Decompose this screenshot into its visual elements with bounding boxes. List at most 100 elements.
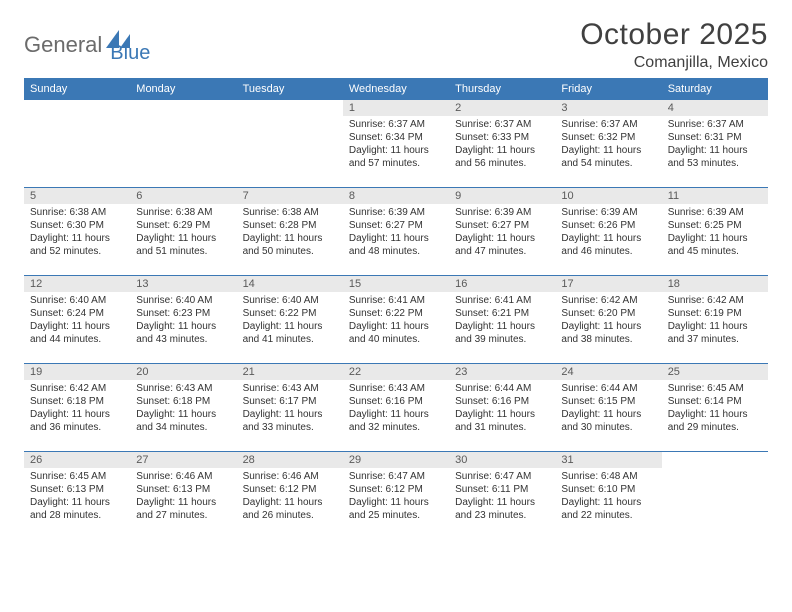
calendar-day-cell: 28Sunrise: 6:46 AMSunset: 6:12 PMDayligh…: [237, 451, 343, 539]
daylight-text: Daylight: 11 hours and 32 minutes.: [349, 408, 443, 434]
day-details: Sunrise: 6:38 AMSunset: 6:28 PMDaylight:…: [237, 204, 343, 262]
calendar-day-cell: 23Sunrise: 6:44 AMSunset: 6:16 PMDayligh…: [449, 363, 555, 451]
title-block: October 2025 Comanjilla, Mexico: [580, 18, 768, 72]
day-details: Sunrise: 6:38 AMSunset: 6:29 PMDaylight:…: [130, 204, 236, 262]
calendar-day-cell: 27Sunrise: 6:46 AMSunset: 6:13 PMDayligh…: [130, 451, 236, 539]
calendar-day-cell: 20Sunrise: 6:43 AMSunset: 6:18 PMDayligh…: [130, 363, 236, 451]
sunset-text: Sunset: 6:17 PM: [243, 395, 337, 408]
weekday-header: Sunday: [24, 79, 130, 99]
sunset-text: Sunset: 6:28 PM: [243, 219, 337, 232]
sunset-text: Sunset: 6:16 PM: [349, 395, 443, 408]
calendar-day-cell: 19Sunrise: 6:42 AMSunset: 6:18 PMDayligh…: [24, 363, 130, 451]
sunset-text: Sunset: 6:33 PM: [455, 131, 549, 144]
sunset-text: Sunset: 6:22 PM: [349, 307, 443, 320]
day-number: 24: [555, 364, 661, 380]
sunrise-text: Sunrise: 6:42 AM: [561, 294, 655, 307]
day-number: 21: [237, 364, 343, 380]
daylight-text: Daylight: 11 hours and 45 minutes.: [668, 232, 762, 258]
day-number: [237, 100, 343, 116]
sunrise-text: Sunrise: 6:37 AM: [561, 118, 655, 131]
sunset-text: Sunset: 6:10 PM: [561, 483, 655, 496]
calendar-day-cell: 9Sunrise: 6:39 AMSunset: 6:27 PMDaylight…: [449, 187, 555, 275]
calendar-week-row: 26Sunrise: 6:45 AMSunset: 6:13 PMDayligh…: [24, 451, 768, 539]
day-details: [130, 116, 236, 122]
daylight-text: Daylight: 11 hours and 50 minutes.: [243, 232, 337, 258]
sunrise-text: Sunrise: 6:42 AM: [30, 382, 124, 395]
day-details: [237, 116, 343, 122]
daylight-text: Daylight: 11 hours and 29 minutes.: [668, 408, 762, 434]
day-number: 20: [130, 364, 236, 380]
day-number: 12: [24, 276, 130, 292]
calendar-body: 1Sunrise: 6:37 AMSunset: 6:34 PMDaylight…: [24, 99, 768, 539]
sunset-text: Sunset: 6:29 PM: [136, 219, 230, 232]
day-details: Sunrise: 6:46 AMSunset: 6:12 PMDaylight:…: [237, 468, 343, 526]
calendar-table: Sunday Monday Tuesday Wednesday Thursday…: [24, 78, 768, 539]
sunrise-text: Sunrise: 6:40 AM: [243, 294, 337, 307]
day-details: Sunrise: 6:41 AMSunset: 6:22 PMDaylight:…: [343, 292, 449, 350]
day-details: Sunrise: 6:37 AMSunset: 6:33 PMDaylight:…: [449, 116, 555, 174]
day-number: 6: [130, 188, 236, 204]
day-details: Sunrise: 6:38 AMSunset: 6:30 PMDaylight:…: [24, 204, 130, 262]
calendar-day-cell: [130, 99, 236, 187]
sunrise-text: Sunrise: 6:46 AM: [136, 470, 230, 483]
sunrise-text: Sunrise: 6:39 AM: [668, 206, 762, 219]
day-details: [24, 116, 130, 122]
daylight-text: Daylight: 11 hours and 38 minutes.: [561, 320, 655, 346]
weekday-header: Saturday: [662, 79, 768, 99]
day-number: 25: [662, 364, 768, 380]
day-details: Sunrise: 6:45 AMSunset: 6:13 PMDaylight:…: [24, 468, 130, 526]
brand-logo: General Blue: [24, 18, 150, 65]
sunset-text: Sunset: 6:13 PM: [136, 483, 230, 496]
day-number: 3: [555, 100, 661, 116]
day-number: 7: [237, 188, 343, 204]
daylight-text: Daylight: 11 hours and 34 minutes.: [136, 408, 230, 434]
sunset-text: Sunset: 6:24 PM: [30, 307, 124, 320]
sunrise-text: Sunrise: 6:39 AM: [349, 206, 443, 219]
day-number: 14: [237, 276, 343, 292]
day-details: Sunrise: 6:43 AMSunset: 6:17 PMDaylight:…: [237, 380, 343, 438]
sunrise-text: Sunrise: 6:38 AM: [243, 206, 337, 219]
day-number: 19: [24, 364, 130, 380]
sunrise-text: Sunrise: 6:37 AM: [668, 118, 762, 131]
sunset-text: Sunset: 6:27 PM: [455, 219, 549, 232]
calendar-week-row: 19Sunrise: 6:42 AMSunset: 6:18 PMDayligh…: [24, 363, 768, 451]
day-number: 9: [449, 188, 555, 204]
page-header: General Blue October 2025 Comanjilla, Me…: [24, 18, 768, 72]
day-number: 18: [662, 276, 768, 292]
sunset-text: Sunset: 6:34 PM: [349, 131, 443, 144]
weekday-header: Friday: [555, 79, 661, 99]
sunset-text: Sunset: 6:22 PM: [243, 307, 337, 320]
day-details: Sunrise: 6:46 AMSunset: 6:13 PMDaylight:…: [130, 468, 236, 526]
calendar-day-cell: 4Sunrise: 6:37 AMSunset: 6:31 PMDaylight…: [662, 99, 768, 187]
calendar-day-cell: [662, 451, 768, 539]
day-details: Sunrise: 6:39 AMSunset: 6:25 PMDaylight:…: [662, 204, 768, 262]
sunset-text: Sunset: 6:27 PM: [349, 219, 443, 232]
daylight-text: Daylight: 11 hours and 31 minutes.: [455, 408, 549, 434]
weekday-header: Tuesday: [237, 79, 343, 99]
day-number: 27: [130, 452, 236, 468]
sunrise-text: Sunrise: 6:38 AM: [136, 206, 230, 219]
day-number: 26: [24, 452, 130, 468]
day-details: Sunrise: 6:44 AMSunset: 6:16 PMDaylight:…: [449, 380, 555, 438]
day-details: [662, 468, 768, 474]
day-details: Sunrise: 6:39 AMSunset: 6:26 PMDaylight:…: [555, 204, 661, 262]
sunrise-text: Sunrise: 6:44 AM: [561, 382, 655, 395]
sunset-text: Sunset: 6:16 PM: [455, 395, 549, 408]
sunrise-text: Sunrise: 6:45 AM: [30, 470, 124, 483]
month-title: October 2025: [580, 18, 768, 52]
calendar-week-row: 5Sunrise: 6:38 AMSunset: 6:30 PMDaylight…: [24, 187, 768, 275]
daylight-text: Daylight: 11 hours and 27 minutes.: [136, 496, 230, 522]
day-number: 11: [662, 188, 768, 204]
calendar-day-cell: 30Sunrise: 6:47 AMSunset: 6:11 PMDayligh…: [449, 451, 555, 539]
day-details: Sunrise: 6:40 AMSunset: 6:23 PMDaylight:…: [130, 292, 236, 350]
daylight-text: Daylight: 11 hours and 43 minutes.: [136, 320, 230, 346]
weekday-header: Monday: [130, 79, 236, 99]
daylight-text: Daylight: 11 hours and 46 minutes.: [561, 232, 655, 258]
calendar-day-cell: 1Sunrise: 6:37 AMSunset: 6:34 PMDaylight…: [343, 99, 449, 187]
sunset-text: Sunset: 6:13 PM: [30, 483, 124, 496]
weekday-header: Wednesday: [343, 79, 449, 99]
day-number: 22: [343, 364, 449, 380]
day-details: Sunrise: 6:37 AMSunset: 6:34 PMDaylight:…: [343, 116, 449, 174]
calendar-day-cell: 22Sunrise: 6:43 AMSunset: 6:16 PMDayligh…: [343, 363, 449, 451]
sunrise-text: Sunrise: 6:44 AM: [455, 382, 549, 395]
